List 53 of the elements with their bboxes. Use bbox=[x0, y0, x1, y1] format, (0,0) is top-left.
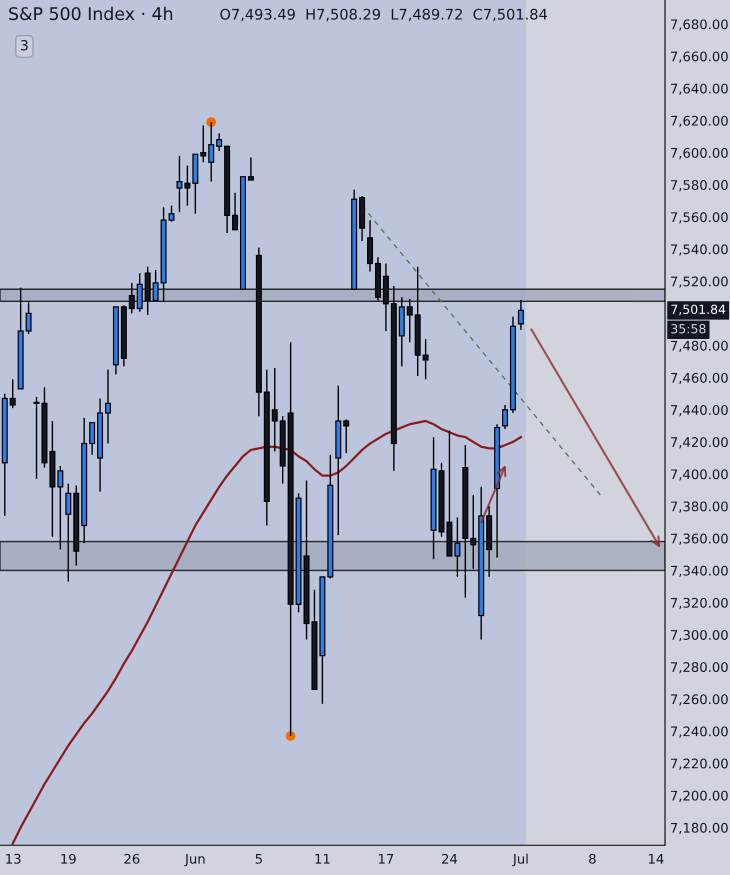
x-tick-label: 24 bbox=[442, 854, 458, 864]
y-tick-label: 7,540.00 bbox=[670, 244, 728, 256]
y-tick-label: 7,180.00 bbox=[670, 822, 728, 834]
y-tick-label: 7,580.00 bbox=[670, 180, 728, 192]
candlestick bbox=[422, 338, 429, 380]
candlestick bbox=[104, 368, 111, 444]
y-tick-label: 7,680.00 bbox=[670, 19, 728, 31]
x-tick-label: 8 bbox=[589, 854, 596, 864]
x-tick-label: 19 bbox=[61, 854, 76, 864]
y-tick-label: 7,380.00 bbox=[670, 501, 728, 513]
chart-title: S&P 500 Index · 4h bbox=[9, 6, 172, 20]
x-tick-label: Jul bbox=[512, 854, 528, 866]
y-tick-label: 7,620.00 bbox=[670, 116, 728, 128]
candlestick bbox=[176, 155, 182, 213]
y-tick-label: 7,420.00 bbox=[670, 437, 728, 448]
text: 35:58 bbox=[671, 324, 706, 334]
y-tick-label: 7,340.00 bbox=[670, 566, 728, 578]
y-tick-label: 7,640.00 bbox=[670, 84, 728, 95]
y-tick-label: 7,520.00 bbox=[670, 276, 728, 288]
x-tick-label: Jun bbox=[184, 854, 205, 866]
y-tick-label: 7,260.00 bbox=[670, 694, 728, 706]
candlestick bbox=[184, 164, 190, 206]
candlestick bbox=[34, 396, 40, 480]
y-tick-label: 7,560.00 bbox=[670, 212, 728, 224]
line-series bbox=[12, 420, 522, 845]
x-tick-label: 17 bbox=[378, 854, 394, 864]
candlestick bbox=[168, 204, 175, 222]
y-tick-label: 7,440.00 bbox=[670, 404, 728, 416]
y-tick-label: 7,200.00 bbox=[670, 790, 728, 802]
y-tick-label: 7,320.00 bbox=[670, 598, 728, 610]
y-tick-label: 7,480.00 bbox=[670, 340, 728, 352]
y-tick-label: 7,280.00 bbox=[670, 662, 728, 674]
candlestick bbox=[502, 404, 508, 430]
text: O7,493.49 H7,508.29 L7,489.72 C7,501.84 bbox=[220, 8, 547, 22]
y-tick-label: 7,360.00 bbox=[670, 534, 728, 545]
y-tick-label: 7,300.00 bbox=[670, 630, 728, 642]
x-tick-label: 14 bbox=[648, 854, 664, 864]
candlestick bbox=[89, 422, 96, 456]
x-tick-label: 13 bbox=[6, 854, 20, 864]
candlestick bbox=[232, 192, 238, 230]
x-tick-label: 5 bbox=[256, 854, 262, 864]
x-tick-label: 26 bbox=[124, 854, 140, 864]
y-tick-label: 7,460.00 bbox=[670, 372, 728, 384]
y-tick-label: 7,600.00 bbox=[670, 148, 728, 160]
candlestick bbox=[248, 156, 254, 181]
y-tick-label: 7,220.00 bbox=[670, 758, 728, 770]
annotation: 3 bbox=[21, 40, 28, 50]
text: 7,501.84 bbox=[671, 304, 726, 316]
candlestick bbox=[216, 132, 222, 152]
y-tick-label: 7,400.00 bbox=[670, 469, 728, 481]
y-tick-label: 7,660.00 bbox=[670, 51, 728, 63]
y-tick-label: 7,240.00 bbox=[670, 726, 728, 738]
x-tick-label: 11 bbox=[315, 854, 330, 864]
